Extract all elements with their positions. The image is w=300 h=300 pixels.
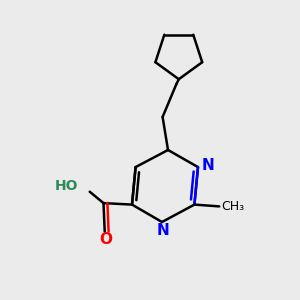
Text: O: O	[99, 232, 112, 247]
Text: HO: HO	[55, 179, 79, 193]
Text: N: N	[201, 158, 214, 173]
Text: CH₃: CH₃	[222, 200, 245, 214]
Text: N: N	[156, 223, 169, 238]
